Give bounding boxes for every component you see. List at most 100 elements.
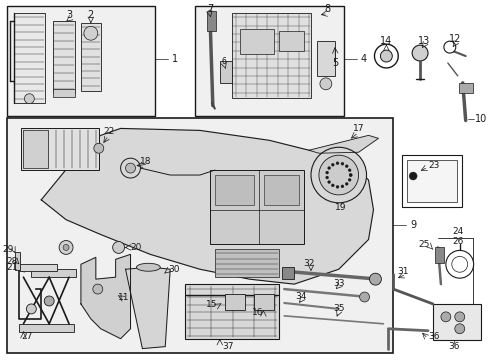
Text: 33: 33 xyxy=(332,279,344,288)
Bar xyxy=(20,324,74,332)
Circle shape xyxy=(94,143,103,153)
Text: 36: 36 xyxy=(427,332,439,341)
Bar xyxy=(214,175,254,205)
Circle shape xyxy=(374,44,397,68)
Text: 17: 17 xyxy=(352,124,364,133)
Text: 13: 13 xyxy=(417,36,429,46)
Bar xyxy=(434,247,443,263)
Circle shape xyxy=(454,324,464,334)
Circle shape xyxy=(440,312,450,322)
Text: 19: 19 xyxy=(334,203,346,212)
Text: 23: 23 xyxy=(427,161,439,170)
Bar xyxy=(224,294,244,310)
Circle shape xyxy=(63,244,69,251)
Ellipse shape xyxy=(136,263,160,271)
Bar xyxy=(195,6,343,116)
Circle shape xyxy=(59,240,73,255)
Circle shape xyxy=(327,181,330,184)
Circle shape xyxy=(347,179,350,181)
Text: 9: 9 xyxy=(409,220,415,230)
Text: 35: 35 xyxy=(332,305,344,314)
Circle shape xyxy=(345,165,347,168)
Text: 12: 12 xyxy=(447,34,460,44)
Circle shape xyxy=(84,26,98,40)
Circle shape xyxy=(310,147,366,203)
Circle shape xyxy=(319,78,331,90)
Circle shape xyxy=(411,45,427,61)
Text: 29: 29 xyxy=(2,245,14,254)
Polygon shape xyxy=(81,255,130,339)
Text: 15: 15 xyxy=(206,301,217,310)
Text: 2: 2 xyxy=(87,10,94,21)
Bar xyxy=(254,294,274,310)
Circle shape xyxy=(451,256,467,272)
Polygon shape xyxy=(41,129,373,284)
Bar xyxy=(432,304,480,339)
Bar xyxy=(23,130,48,168)
Text: 5: 5 xyxy=(332,58,338,68)
Bar xyxy=(316,41,334,76)
Bar xyxy=(279,31,304,51)
Text: 34: 34 xyxy=(295,292,306,301)
Bar xyxy=(184,284,279,339)
Text: 14: 14 xyxy=(380,36,392,46)
Text: 18: 18 xyxy=(140,157,151,166)
Circle shape xyxy=(443,41,455,53)
Bar xyxy=(16,252,20,270)
Text: 32: 32 xyxy=(303,259,314,268)
Bar xyxy=(239,29,274,54)
Text: 7: 7 xyxy=(206,4,213,14)
Bar xyxy=(214,249,279,277)
Text: 27: 27 xyxy=(21,332,33,341)
Circle shape xyxy=(408,172,416,180)
Circle shape xyxy=(348,174,351,176)
Polygon shape xyxy=(125,267,170,348)
Text: 20: 20 xyxy=(130,243,142,252)
Circle shape xyxy=(318,155,358,195)
Polygon shape xyxy=(308,135,378,153)
Text: 3: 3 xyxy=(66,10,72,21)
Circle shape xyxy=(359,292,369,302)
Circle shape xyxy=(327,167,330,170)
Circle shape xyxy=(112,242,124,253)
Bar xyxy=(31,269,76,277)
Circle shape xyxy=(340,185,343,188)
Bar xyxy=(209,170,304,244)
Circle shape xyxy=(445,251,473,278)
Bar xyxy=(6,117,392,352)
Text: 26: 26 xyxy=(451,237,463,246)
Circle shape xyxy=(325,171,328,174)
Text: 24: 24 xyxy=(451,227,463,236)
Text: 28: 28 xyxy=(6,257,18,266)
Circle shape xyxy=(26,304,36,314)
Bar xyxy=(81,23,101,91)
Circle shape xyxy=(331,184,334,187)
Text: 25: 25 xyxy=(418,240,429,249)
Text: 10: 10 xyxy=(474,113,486,123)
Bar xyxy=(53,89,75,97)
Circle shape xyxy=(345,183,347,185)
Circle shape xyxy=(93,284,102,294)
Circle shape xyxy=(347,169,350,172)
Bar xyxy=(21,129,99,170)
Circle shape xyxy=(44,296,54,306)
Circle shape xyxy=(380,50,391,62)
Text: 31: 31 xyxy=(397,267,408,276)
Circle shape xyxy=(24,94,34,104)
Text: 36: 36 xyxy=(447,342,459,351)
Text: 1: 1 xyxy=(172,54,178,64)
Bar xyxy=(14,13,45,103)
Bar xyxy=(53,21,75,93)
Circle shape xyxy=(369,273,381,285)
Text: 6: 6 xyxy=(221,57,226,66)
Text: 16: 16 xyxy=(251,309,263,318)
Text: 22: 22 xyxy=(103,127,114,136)
Text: 30: 30 xyxy=(168,265,179,274)
Circle shape xyxy=(335,185,338,188)
Circle shape xyxy=(121,158,140,178)
Bar xyxy=(206,12,215,31)
Circle shape xyxy=(331,163,334,166)
Text: 21: 21 xyxy=(6,263,18,272)
Bar xyxy=(458,83,472,93)
Bar xyxy=(407,160,456,202)
